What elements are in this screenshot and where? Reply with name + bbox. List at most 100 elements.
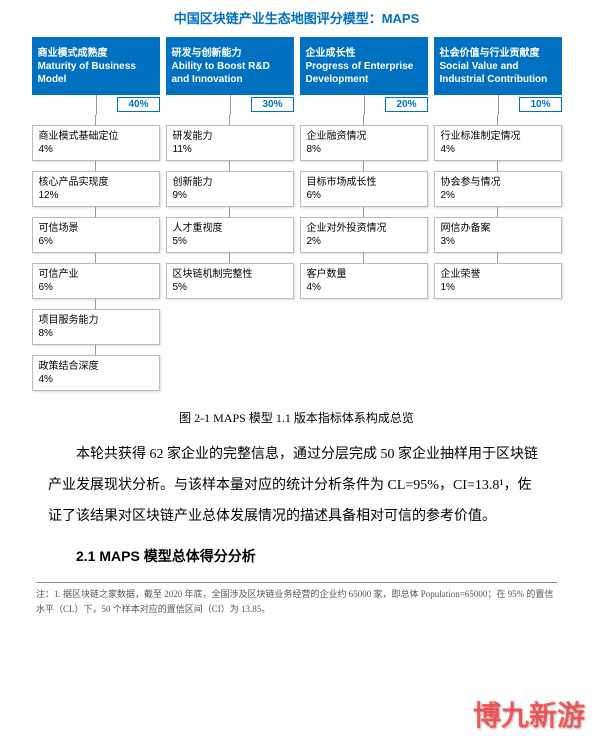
footnote-divider bbox=[36, 582, 557, 583]
item-box: 商业模式基础定位4% bbox=[32, 125, 160, 161]
header-en: Ability to Boost R&D and Innovation bbox=[172, 60, 288, 86]
item-label: 政策结合深度 bbox=[39, 360, 153, 373]
item-pct: 5% bbox=[173, 281, 287, 294]
header-en: Social Value and Industrial Contribution bbox=[440, 60, 556, 86]
header-cn: 企业成长性 bbox=[306, 47, 422, 60]
header-social: 社会价值与行业贡献度 Social Value and Industrial C… bbox=[434, 37, 562, 95]
item-label: 企业对外投资情况 bbox=[307, 222, 421, 235]
connector bbox=[230, 95, 231, 115]
column-progress: 企业成长性 Progress of Enterprise Development… bbox=[300, 37, 428, 391]
header-maturity: 商业模式成熟度 Maturity of Business Model bbox=[32, 37, 160, 95]
connector bbox=[229, 253, 230, 263]
item-pct: 9% bbox=[173, 189, 287, 202]
weight-box: 20% bbox=[385, 97, 427, 112]
item-pct: 4% bbox=[307, 281, 421, 294]
item-pct: 11% bbox=[173, 143, 287, 156]
item-pct: 6% bbox=[307, 189, 421, 202]
item-pct: 4% bbox=[39, 143, 153, 156]
column-social: 社会价值与行业贡献度 Social Value and Industrial C… bbox=[434, 37, 562, 391]
weight-row: 20% bbox=[300, 95, 428, 115]
item-box: 行业标准制定情况4% bbox=[434, 125, 562, 161]
figure-caption: 图 2-1 MAPS 模型 1.1 版本指标体系构成总览 bbox=[0, 409, 593, 426]
item-box: 核心产品实现度12% bbox=[32, 171, 160, 207]
item-box: 项目服务能力8% bbox=[32, 309, 160, 345]
item-label: 区块链机制完整性 bbox=[173, 268, 287, 281]
item-label: 协会参与情况 bbox=[441, 176, 555, 189]
connector bbox=[95, 299, 96, 309]
header-cn: 商业模式成熟度 bbox=[38, 47, 154, 60]
item-box: 协会参与情况2% bbox=[434, 171, 562, 207]
connector bbox=[229, 161, 230, 171]
item-label: 创新能力 bbox=[173, 176, 287, 189]
item-label: 可信场景 bbox=[39, 222, 153, 235]
item-label: 商业模式基础定位 bbox=[39, 130, 153, 143]
item-box: 企业荣誉1% bbox=[434, 263, 562, 299]
item-box: 人才重视度5% bbox=[166, 217, 294, 253]
item-pct: 6% bbox=[39, 235, 153, 248]
item-box: 网信办备案3% bbox=[434, 217, 562, 253]
connector bbox=[497, 161, 498, 171]
connector bbox=[229, 207, 230, 217]
item-box: 创新能力9% bbox=[166, 171, 294, 207]
connector bbox=[229, 115, 230, 125]
item-pct: 8% bbox=[307, 143, 421, 156]
connector bbox=[363, 253, 364, 263]
connector bbox=[95, 253, 96, 263]
connector bbox=[363, 207, 364, 217]
item-pct: 4% bbox=[441, 143, 555, 156]
connector bbox=[95, 345, 96, 355]
item-box: 客户数量4% bbox=[300, 263, 428, 299]
weight-row: 30% bbox=[166, 95, 294, 115]
item-label: 企业荣誉 bbox=[441, 268, 555, 281]
connector bbox=[364, 95, 365, 115]
item-pct: 2% bbox=[307, 235, 421, 248]
connector bbox=[363, 115, 364, 125]
watermark: 博九新游 bbox=[465, 692, 593, 736]
weight-row: 10% bbox=[434, 95, 562, 115]
header-progress: 企业成长性 Progress of Enterprise Development bbox=[300, 37, 428, 95]
item-label: 企业融资情况 bbox=[307, 130, 421, 143]
connector bbox=[497, 253, 498, 263]
item-pct: 6% bbox=[39, 281, 153, 294]
connector bbox=[95, 161, 96, 171]
section-heading: 2.1 MAPS 模型总体得分分析 bbox=[0, 532, 593, 576]
header-cn: 社会价值与行业贡献度 bbox=[440, 47, 556, 60]
item-pct: 8% bbox=[39, 327, 153, 340]
header-cn: 研发与创新能力 bbox=[172, 47, 288, 60]
item-pct: 12% bbox=[39, 189, 153, 202]
page-title: 中国区块链产业生态地图评分模型：MAPS bbox=[0, 0, 593, 37]
item-pct: 4% bbox=[39, 373, 153, 386]
item-box: 可信场景6% bbox=[32, 217, 160, 253]
connector bbox=[497, 207, 498, 217]
column-maturity: 商业模式成熟度 Maturity of Business Model 40% 商… bbox=[32, 37, 160, 391]
item-pct: 3% bbox=[441, 235, 555, 248]
connector bbox=[95, 207, 96, 217]
item-label: 项目服务能力 bbox=[39, 314, 153, 327]
item-pct: 5% bbox=[173, 235, 287, 248]
item-label: 人才重视度 bbox=[173, 222, 287, 235]
maps-chart: 商业模式成熟度 Maturity of Business Model 40% 商… bbox=[0, 37, 593, 391]
body-paragraph: 本轮共获得 62 家企业的完整信息，通过分层完成 50 家企业抽样用于区块链产业… bbox=[0, 440, 593, 532]
column-rd: 研发与创新能力 Ability to Boost R&D and Innovat… bbox=[166, 37, 294, 391]
header-rd: 研发与创新能力 Ability to Boost R&D and Innovat… bbox=[166, 37, 294, 95]
item-box: 目标市场成长性6% bbox=[300, 171, 428, 207]
item-label: 网信办备案 bbox=[441, 222, 555, 235]
footnote: 注：1. 据区块链之家数据，截至 2020 年底，全国涉及区块链业务经营的企业约… bbox=[0, 587, 593, 616]
item-box: 区块链机制完整性5% bbox=[166, 263, 294, 299]
item-label: 行业标准制定情况 bbox=[441, 130, 555, 143]
item-pct: 1% bbox=[441, 281, 555, 294]
item-box: 可信产业6% bbox=[32, 263, 160, 299]
item-label: 核心产品实现度 bbox=[39, 176, 153, 189]
weight-box: 30% bbox=[251, 97, 293, 112]
item-box: 企业对外投资情况2% bbox=[300, 217, 428, 253]
header-en: Progress of Enterprise Development bbox=[306, 60, 422, 86]
header-en: Maturity of Business Model bbox=[38, 60, 154, 86]
connector bbox=[498, 95, 499, 115]
item-label: 目标市场成长性 bbox=[307, 176, 421, 189]
item-box: 企业融资情况8% bbox=[300, 125, 428, 161]
connector bbox=[363, 161, 364, 171]
connector bbox=[497, 115, 498, 125]
weight-row: 40% bbox=[32, 95, 160, 115]
item-box: 政策结合深度4% bbox=[32, 355, 160, 391]
item-label: 研发能力 bbox=[173, 130, 287, 143]
